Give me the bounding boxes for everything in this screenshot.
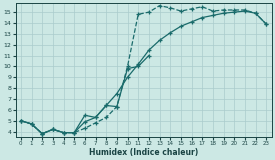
X-axis label: Humidex (Indice chaleur): Humidex (Indice chaleur) bbox=[89, 148, 198, 156]
